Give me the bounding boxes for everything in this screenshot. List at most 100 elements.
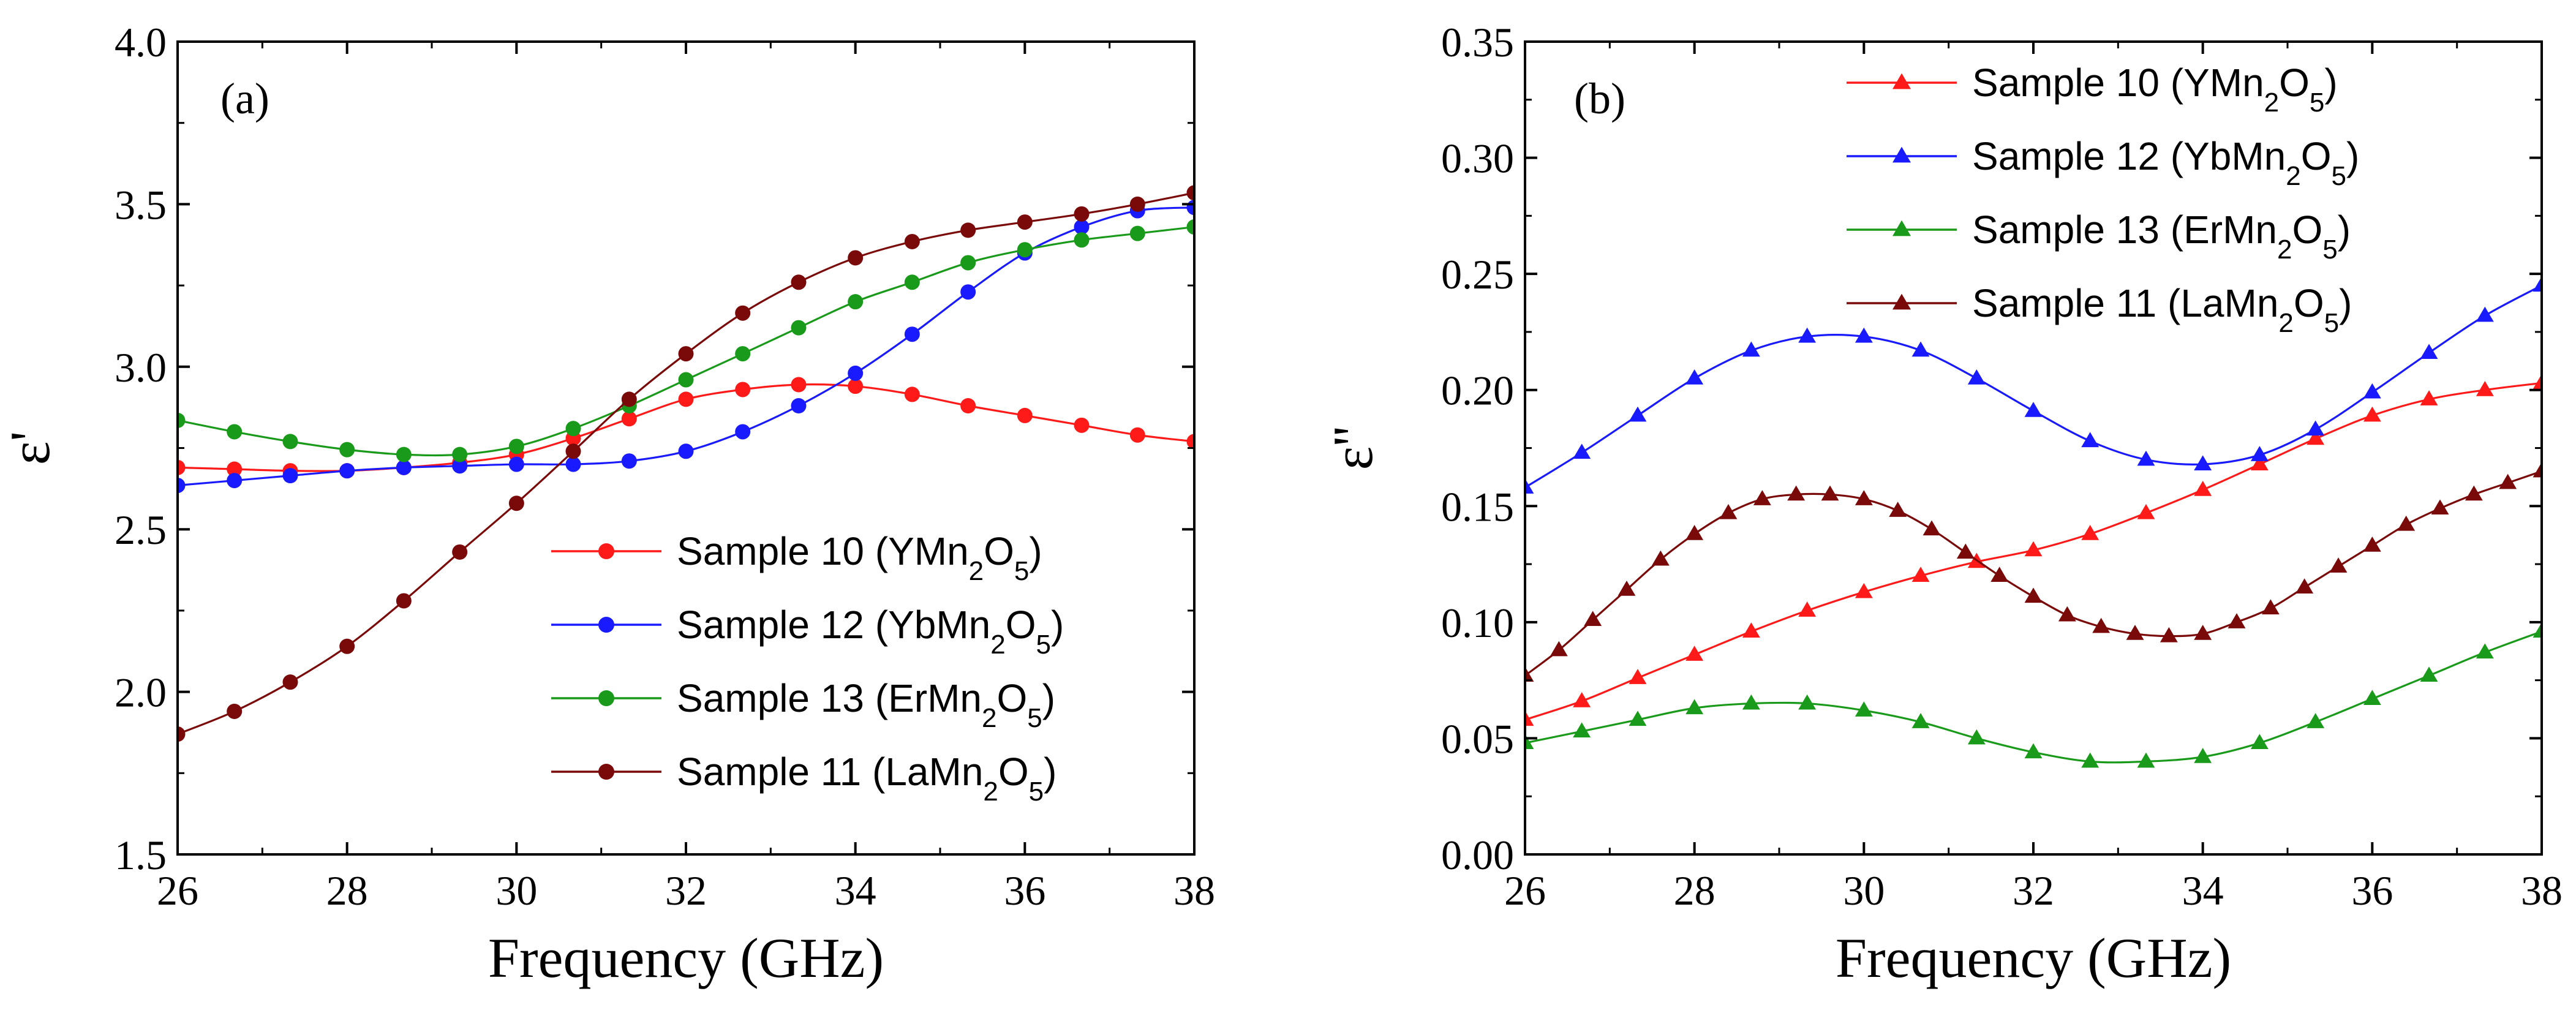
data-point: [2307, 713, 2325, 728]
x-tick-label: 36: [2351, 867, 2393, 914]
data-point: [1017, 214, 1033, 230]
data-point: [1798, 694, 1817, 710]
legend-label: Sample 12 (YbMn2O5): [1972, 134, 2359, 191]
data-point: [565, 443, 581, 459]
legend-marker: [598, 617, 614, 633]
data-point: [2160, 627, 2178, 642]
data-point: [2092, 617, 2111, 633]
data-point: [960, 255, 976, 271]
data-point: [2081, 432, 2100, 448]
data-point: [904, 233, 920, 249]
data-point: [2058, 606, 2076, 622]
data-point: [2126, 625, 2144, 640]
data-point: [2024, 587, 2043, 603]
x-tick-label: 38: [2521, 867, 2563, 914]
data-point: [1573, 722, 1591, 738]
data-point: [1685, 646, 1704, 661]
data-point: [904, 386, 920, 402]
data-point: [1855, 701, 1873, 717]
x-tick-label: 32: [665, 867, 707, 914]
data-point: [848, 379, 864, 394]
y-tick-label: 3.0: [115, 344, 167, 391]
data-point: [2194, 455, 2212, 471]
data-point: [2137, 503, 2155, 519]
y-tick-label: 4.0: [115, 19, 167, 66]
y-axis-label: ε'': [1322, 426, 1384, 470]
data-point: [791, 377, 807, 393]
data-point: [2194, 481, 2212, 496]
data-point: [1685, 699, 1704, 715]
data-point: [227, 461, 243, 477]
legend-item: Sample 11 (LaMn2O5): [551, 750, 1056, 807]
legend-label: Sample 10 (YMn2O5): [1972, 61, 2338, 118]
data-point: [1186, 219, 1194, 235]
data-point: [2024, 743, 2043, 759]
data-point: [2476, 380, 2494, 396]
data-point: [2465, 485, 2483, 501]
data-point: [1911, 567, 1930, 582]
x-tick-label: 30: [495, 867, 537, 914]
series-2: [1525, 276, 2542, 494]
data-point: [1855, 327, 1873, 343]
legend-label: Sample 10 (YMn2O5): [677, 529, 1042, 586]
data-point: [1798, 327, 1817, 343]
data-point: [848, 365, 864, 381]
data-point: [1584, 611, 1602, 627]
y-tick-label: 0.00: [1441, 832, 1514, 878]
data-point: [1719, 503, 1738, 519]
series-3: [1525, 622, 2542, 768]
data-point: [282, 468, 298, 484]
y-tick-label: 0.05: [1441, 715, 1514, 762]
legend-marker: [598, 543, 614, 559]
data-point: [339, 638, 355, 654]
data-point: [1742, 622, 1760, 638]
data-point: [2295, 578, 2314, 593]
data-point: [2137, 752, 2155, 768]
y-tick-label: 0.25: [1441, 251, 1514, 298]
data-point: [2228, 613, 2246, 628]
legend-item: Sample 12 (YbMn2O5): [551, 603, 1064, 660]
legend-item: Sample 10 (YMn2O5): [1847, 61, 2338, 118]
data-point: [2420, 390, 2438, 405]
data-point: [1573, 692, 1591, 707]
data-point: [452, 458, 468, 474]
data-point: [508, 439, 524, 454]
data-point: [678, 372, 694, 388]
data-point: [1186, 185, 1194, 201]
y-tick-label: 2.5: [115, 507, 167, 553]
x-tick-label: 26: [157, 867, 198, 914]
data-point: [2307, 429, 2325, 445]
data-point: [396, 459, 412, 475]
series-4: [178, 185, 1194, 742]
data-point: [178, 478, 186, 494]
legend: Sample 10 (YMn2O5) Sample 12 (YbMn2O5) Sam…: [551, 529, 1064, 807]
data-point: [2261, 599, 2280, 615]
data-point: [2363, 537, 2381, 552]
data-point: [1129, 427, 1145, 443]
data-point: [1742, 341, 1760, 357]
data-point: [2363, 406, 2381, 422]
x-tick-label: 28: [326, 867, 368, 914]
data-point: [1017, 407, 1033, 423]
data-point: [2250, 446, 2269, 461]
data-point: [1923, 520, 1941, 536]
y-tick-label: 0.30: [1441, 135, 1514, 182]
legend-item: Sample 12 (YbMn2O5): [1847, 134, 2359, 191]
legend-label: Sample 11 (LaMn2O5): [677, 750, 1056, 807]
panel-label: (b): [1574, 74, 1625, 123]
data-point: [791, 274, 807, 290]
data-point: [2499, 473, 2517, 489]
data-point: [2533, 374, 2542, 390]
data-point: [1074, 232, 1090, 248]
x-tick-label: 34: [2182, 867, 2224, 914]
data-point: [904, 274, 920, 290]
data-point: [1855, 582, 1873, 598]
data-point: [339, 442, 355, 458]
data-point: [452, 446, 468, 462]
data-point: [396, 446, 412, 462]
data-point: [621, 391, 637, 407]
data-point: [848, 294, 864, 310]
data-point: [1629, 669, 1647, 684]
y-tick-label: 3.5: [115, 181, 167, 228]
